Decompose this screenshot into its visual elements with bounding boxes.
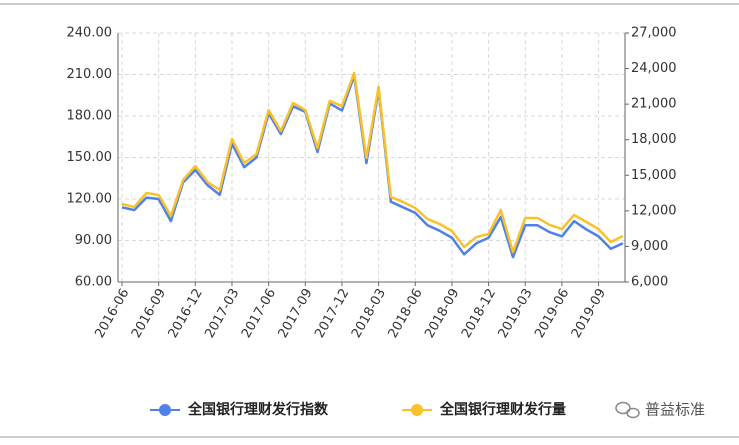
x-tick-label: 2016-06 [92, 286, 132, 341]
y2-tick-label: 9,000 [631, 239, 668, 254]
legend-label: 全国银行理财发行量 [439, 401, 566, 418]
y-tick-label: 60.00 [75, 275, 112, 290]
x-tick-label: 2018-06 [386, 286, 426, 341]
legend-marker [159, 404, 171, 416]
y2-tick-label: 15,000 [631, 168, 677, 183]
y2-tick-label: 27,000 [631, 26, 677, 41]
y2-tick-label: 24,000 [631, 61, 677, 76]
y2-tick-label: 21,000 [631, 97, 677, 112]
watermark-icon [615, 401, 640, 419]
y2-tick-label: 12,000 [631, 203, 677, 218]
legend-label: 全国银行理财发行指数 [187, 401, 329, 418]
x-tick-label: 2017-09 [276, 286, 316, 341]
y-tick-label: 180.00 [67, 109, 113, 124]
x-tick-label: 2019-06 [532, 286, 572, 341]
series-line [121, 71, 624, 254]
x-tick-label: 2018-12 [459, 286, 499, 341]
x-tick-label: 2017-12 [312, 286, 352, 341]
y-tick-label: 240.00 [67, 26, 113, 41]
x-tick-label: 2016-12 [166, 286, 206, 341]
y-tick-label: 90.00 [75, 233, 112, 248]
x-tick-label: 2017-06 [239, 286, 279, 341]
watermark: 普益标准 [645, 401, 705, 419]
x-tick-label: 2018-09 [422, 286, 462, 341]
y-tick-label: 150.00 [67, 150, 113, 165]
x-tick-label: 2018-03 [349, 286, 389, 341]
x-tick-label: 2019-09 [569, 286, 609, 341]
x-tick-label: 2016-09 [129, 286, 169, 341]
x-tick-label: 2017-03 [202, 286, 242, 341]
x-tick-label: 2019-03 [496, 286, 536, 341]
y-tick-label: 210.00 [67, 67, 113, 82]
y-tick-label: 120.00 [67, 192, 113, 207]
y2-tick-label: 6,000 [631, 275, 668, 290]
legend-marker [411, 404, 423, 416]
y2-tick-label: 18,000 [631, 132, 677, 147]
